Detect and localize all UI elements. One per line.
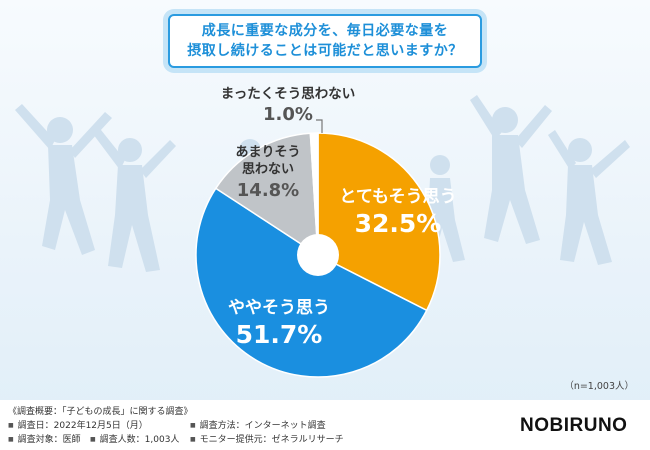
slice-value-somewhat-disagree: 14.8% [236,180,300,201]
question-title-line-1: 成長に重要な成分を、毎日必要な量を [201,23,449,39]
pie-chart [195,119,441,378]
slice-somewhat-agree [195,187,428,378]
slice-label-somewhat-disagree: あまりそう 思わない 14.8% [218,144,318,201]
leader-line [316,119,323,133]
nobiruno-logo: NOBIRUNO [520,415,628,436]
survey-footer: 《調査概要：「子どもの成長」に関する調査》 調査日：2022年12月5日（月） … [0,400,650,450]
question-title-box: 成長に重要な成分を、毎日必要な量を 摂取し続けることは可能だと思いますか？ [168,14,482,68]
survey-date: 調査日：2022年12月5日（月） [8,418,148,431]
survey-count: 調査人数：1,003人 [90,432,180,445]
slice-name-somewhat-agree: ややそう思う [228,298,330,318]
slice-name-somewhat-disagree-line-1: あまりそう [235,145,301,160]
slice-somewhat-disagree [214,132,319,257]
slice-label-somewhat-agree: ややそう思う 51.7% [214,293,344,349]
slice-name-somewhat-disagree-line-2: 思わない [241,162,294,177]
sample-size-note: （n=1,003人） [564,381,634,392]
slice-strongly-agree [317,132,441,312]
slice-value-strongly-agree: 32.5% [354,209,442,238]
question-title-line-2: 摂取し続けることは可能だと思いますか？ [187,43,463,59]
survey-title: 《調査概要：「子どもの成長」に関する調査》 [8,407,193,417]
survey-target: 調査対象：医師 [8,432,81,445]
survey-provider: モニター提供元：ゼネラルリサーチ [190,432,344,445]
slice-value-strongly-disagree: 1.0% [263,104,313,125]
slice-label-strongly-disagree: まったくそう思わない 1.0% [198,82,378,125]
slice-strongly-disagree [309,132,319,256]
slice-name-strongly-agree: とてもそう思う [339,187,457,207]
pie-center-hole [297,234,339,276]
survey-method: 調査方法：インターネット調査 [190,418,326,431]
slice-label-strongly-agree: とてもそう思う 32.5% [333,182,463,238]
slice-value-somewhat-agree: 51.7% [235,320,323,349]
pie-slices [195,132,441,378]
slice-name-strongly-disagree: まったくそう思わない [220,86,356,102]
